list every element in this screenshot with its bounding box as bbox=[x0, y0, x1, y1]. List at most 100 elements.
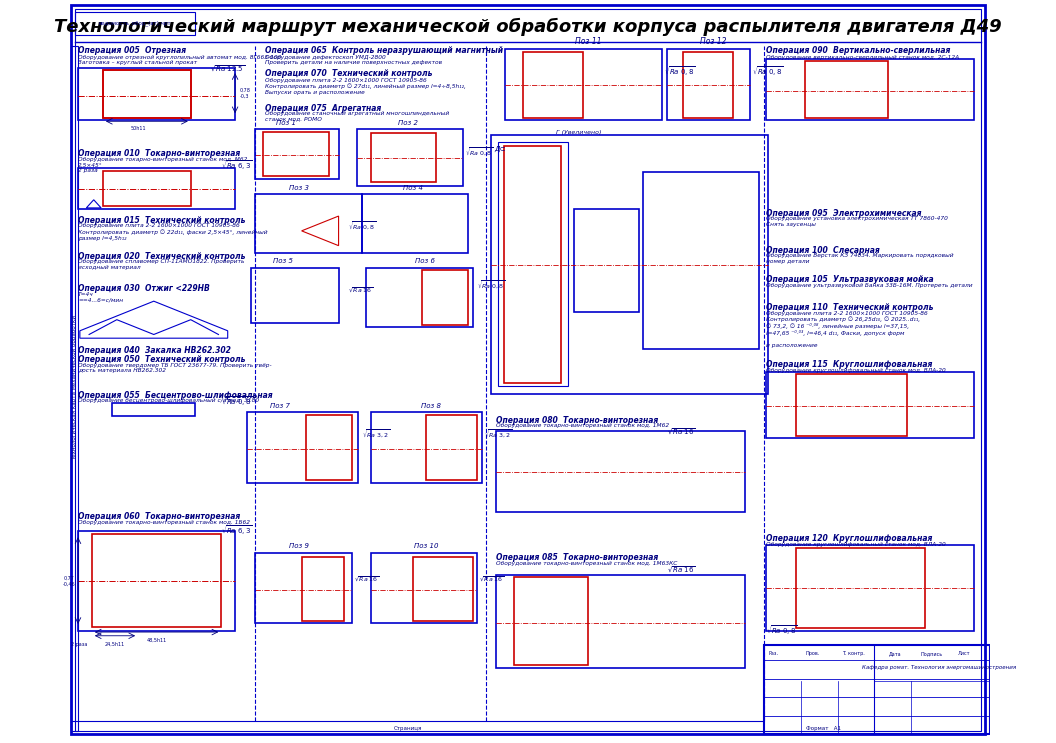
Text: Операция 005  Отрезная: Операция 005 Отрезная bbox=[78, 46, 186, 55]
Bar bbox=[71, 46, 78, 730]
Bar bbox=[103, 71, 191, 117]
Text: 48,5h11: 48,5h11 bbox=[147, 638, 167, 643]
Text: Раз.: Раз. bbox=[768, 652, 778, 656]
Text: и расположение: и расположение bbox=[767, 343, 818, 348]
Bar bbox=[357, 129, 464, 186]
Text: Оборудование вертикально-сверлильный станок мод. 2С-12А: Оборудование вертикально-сверлильный ста… bbox=[767, 55, 960, 59]
Text: 0,78
-0,3: 0,78 -0,3 bbox=[240, 88, 250, 99]
Text: Технологический маршрут механической обработки корпуса распылителя двигателя Д49: Технологический маршрут механической обр… bbox=[54, 19, 1002, 36]
Bar bbox=[92, 534, 222, 627]
Text: Технологическая карта механической обработки: Технологическая карта механической обраб… bbox=[72, 315, 77, 460]
Bar bbox=[505, 49, 662, 120]
Bar bbox=[371, 133, 436, 182]
Bar bbox=[75, 13, 195, 35]
Text: 0,77
-0,46: 0,77 -0,46 bbox=[62, 576, 75, 586]
Bar bbox=[514, 577, 588, 666]
Text: Кафедра ромат. Технология энергомашиностроения: Кафедра ромат. Технология энергомашиност… bbox=[862, 665, 1016, 670]
Bar bbox=[683, 52, 733, 117]
Text: $\sqrt{Ra\ 0,8}$: $\sqrt{Ra\ 0,8}$ bbox=[767, 623, 798, 637]
Text: Оборудование твердомер ТБ ГОСТ 23677-79. Проверить твёр-
дость материала НВ262.3: Оборудование твердомер ТБ ГОСТ 23677-79.… bbox=[78, 363, 271, 374]
Text: Операция 085  Токарно-винторезная: Операция 085 Токарно-винторезная bbox=[495, 553, 658, 562]
Bar bbox=[666, 49, 750, 120]
Text: $\sqrt{Ra\ 0,8}$: $\sqrt{Ra\ 0,8}$ bbox=[347, 219, 377, 231]
Bar bbox=[366, 268, 473, 327]
Bar bbox=[103, 171, 191, 207]
Text: Поз 3: Поз 3 bbox=[289, 185, 308, 191]
Text: Оборудование ультразвуковой Банка 33Б-16М. Протереть детали: Оборудование ультразвуковой Банка 33Б-16… bbox=[767, 282, 973, 288]
Text: Оборудование Верстак КЗ 74034. Маркировать порядковый
номер детали: Оборудование Верстак КЗ 74034. Маркирова… bbox=[767, 253, 954, 264]
Text: Пров.: Пров. bbox=[805, 652, 819, 656]
Text: Оборудование плита 2-2 1600×1000 ГОСТ 10905-86
Контролировать диаметр ∅ 26,25d₁₀: Оборудование плита 2-2 1600×1000 ГОСТ 10… bbox=[767, 311, 928, 337]
Bar bbox=[495, 575, 746, 668]
Text: Г (Увеличено): Г (Увеличено) bbox=[555, 129, 601, 134]
Text: Поз 6: Поз 6 bbox=[415, 258, 434, 265]
Text: Операция 065  Контроль неразрушающий магнитный: Операция 065 Контроль неразрушающий магн… bbox=[265, 46, 503, 55]
Bar bbox=[767, 59, 975, 120]
Text: Лист: Лист bbox=[958, 652, 970, 656]
Text: $\sqrt{Ra\ 16}$: $\sqrt{Ra\ 16}$ bbox=[479, 574, 505, 583]
Text: Операция 110  Технический контроль: Операция 110 Технический контроль bbox=[767, 302, 934, 311]
Bar bbox=[763, 646, 989, 734]
Text: Поз 2: Поз 2 bbox=[398, 120, 418, 126]
Text: Поз 8: Поз 8 bbox=[421, 403, 441, 409]
Bar bbox=[247, 412, 358, 482]
Text: $\sqrt{Ra\ 16}$: $\sqrt{Ra\ 16}$ bbox=[347, 285, 374, 293]
Bar bbox=[643, 172, 759, 349]
Text: Операция 070  Технический контроль: Операция 070 Технический контроль bbox=[265, 70, 432, 79]
Bar bbox=[371, 553, 477, 623]
Bar bbox=[767, 372, 975, 438]
Text: Оборудование круглошлифовальный станок мод. ВЛА-20: Оборудование круглошлифовальный станок м… bbox=[767, 542, 946, 547]
Bar bbox=[495, 431, 746, 512]
Bar bbox=[427, 415, 477, 479]
Text: Поз 11: Поз 11 bbox=[574, 37, 601, 46]
Bar bbox=[421, 270, 468, 325]
Text: $\sqrt{Ra\ 0,8}$: $\sqrt{Ra\ 0,8}$ bbox=[664, 65, 696, 79]
Text: Поз 12: Поз 12 bbox=[699, 37, 727, 46]
Bar bbox=[362, 194, 468, 253]
Text: Поз 5: Поз 5 bbox=[274, 258, 294, 265]
Bar bbox=[78, 168, 235, 209]
Text: $\sqrt{Ra\ 0,8}$: $\sqrt{Ra\ 0,8}$ bbox=[221, 395, 252, 408]
Bar bbox=[767, 545, 975, 631]
Text: Оборудование токарно-винторезный станок мод. М62
2,5×45°
2 раза: Оборудование токарно-винторезный станок … bbox=[78, 157, 247, 173]
Bar bbox=[112, 403, 195, 416]
Bar bbox=[504, 146, 561, 383]
Text: Операция 095  Электрохимическая: Операция 095 Электрохимическая bbox=[767, 209, 922, 218]
Text: $\sqrt{Ra\ 3,2}$: $\sqrt{Ra\ 3,2}$ bbox=[362, 427, 391, 439]
Text: Операция 010  Токарно-винторезная: Операция 010 Токарно-винторезная bbox=[78, 149, 241, 158]
Text: Поз 7: Поз 7 bbox=[270, 403, 290, 409]
Text: Оборудование круглошлифовальный станок мод. ВЛА-20: Оборудование круглошлифовальный станок м… bbox=[767, 368, 946, 373]
Bar bbox=[805, 62, 888, 117]
Text: Оборудование бесцентрово-шлифовальный с/а мод. 3180: Оборудование бесцентрово-шлифовальный с/… bbox=[78, 398, 259, 403]
Text: Операция 105  Ультразвуковая мойка: Операция 105 Ультразвуковая мойка bbox=[767, 275, 934, 285]
Text: Операция 115  Круглошлифовальная: Операция 115 Круглошлифовальная bbox=[767, 360, 932, 369]
Text: Оборудование плита 2-2 1600×1000 ГОСТ 10905-86
Контролировать диаметр ∅ 22d₁₁, ф: Оборудование плита 2-2 1600×1000 ГОСТ 10… bbox=[78, 224, 267, 241]
Text: Операция 030  Отжиг <229НВ: Операция 030 Отжиг <229НВ bbox=[78, 284, 210, 293]
Text: Поз 4: Поз 4 bbox=[402, 185, 422, 191]
Bar bbox=[263, 132, 329, 176]
Text: Т=4ч
==4...6=с/мин: Т=4ч ==4...6=с/мин bbox=[78, 291, 124, 302]
Text: Оборудование токарно-винторезный станок мод. 1Б62: Оборудование токарно-винторезный станок … bbox=[78, 519, 250, 525]
Text: Дата: Дата bbox=[888, 652, 901, 656]
Bar bbox=[251, 268, 339, 323]
Text: Подпись: Подпись bbox=[921, 652, 943, 656]
Text: Оборудование дефектоскоп УМД-2800
Проверить детали на наличие поверхностных дефе: Оборудование дефектоскоп УМД-2800 Провер… bbox=[265, 55, 441, 65]
Text: Оборудование установка электрохимическая ТТ 7860-470
Снять заусенцы: Оборудование установка электрохимическая… bbox=[767, 216, 948, 227]
Bar bbox=[491, 134, 768, 394]
Text: Операция 120  Круглошлифовальная: Операция 120 Круглошлифовальная bbox=[767, 534, 932, 543]
Text: 24,5h11: 24,5h11 bbox=[105, 642, 125, 646]
Text: Операция 100  Слесарная: Операция 100 Слесарная bbox=[767, 246, 880, 255]
Text: Оборудование токарно-винторезный станок мод. 1М63КС: Оборудование токарно-винторезный станок … bbox=[495, 561, 677, 566]
Text: $\sqrt{Ra\ 0,8}$: $\sqrt{Ra\ 0,8}$ bbox=[477, 278, 506, 290]
Bar bbox=[256, 553, 353, 623]
Bar bbox=[103, 71, 191, 117]
Text: $\sqrt{Ra\ 3,2}$: $\sqrt{Ra\ 3,2}$ bbox=[484, 427, 512, 439]
Text: 2 раза: 2 раза bbox=[71, 643, 87, 647]
Bar bbox=[498, 142, 568, 386]
Text: $\sqrt{Ra\ 16}$: $\sqrt{Ra\ 16}$ bbox=[355, 574, 380, 583]
Text: Т. контр.: Т. контр. bbox=[842, 652, 865, 656]
Text: Операция 015  Технический контроль: Операция 015 Технический контроль bbox=[78, 216, 245, 225]
Text: Операция 075  Агрегатная: Операция 075 Агрегатная bbox=[265, 103, 381, 112]
Text: Поз 9: Поз 9 bbox=[289, 543, 308, 549]
Bar bbox=[256, 194, 362, 253]
